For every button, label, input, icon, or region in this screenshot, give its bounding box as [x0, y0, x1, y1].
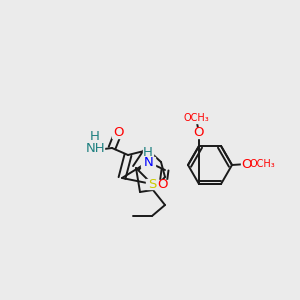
Bar: [90, 133, 100, 143]
Text: H: H: [90, 130, 100, 142]
Text: O: O: [113, 127, 123, 140]
Bar: [241, 159, 253, 169]
Bar: [193, 128, 205, 138]
Text: N: N: [144, 157, 154, 169]
Text: NH: NH: [86, 142, 106, 154]
Text: OCH₃: OCH₃: [183, 113, 209, 123]
Bar: [146, 179, 158, 189]
Bar: [143, 147, 153, 157]
Text: O: O: [194, 127, 204, 140]
Text: S: S: [148, 178, 156, 190]
Bar: [248, 159, 276, 169]
Text: O: O: [242, 158, 252, 170]
Text: O: O: [158, 178, 168, 191]
Bar: [141, 157, 155, 167]
Text: H: H: [143, 146, 153, 158]
Text: OCH₃: OCH₃: [249, 159, 275, 169]
Bar: [88, 145, 104, 155]
Bar: [184, 113, 208, 123]
Bar: [112, 128, 124, 138]
Bar: [157, 180, 169, 190]
